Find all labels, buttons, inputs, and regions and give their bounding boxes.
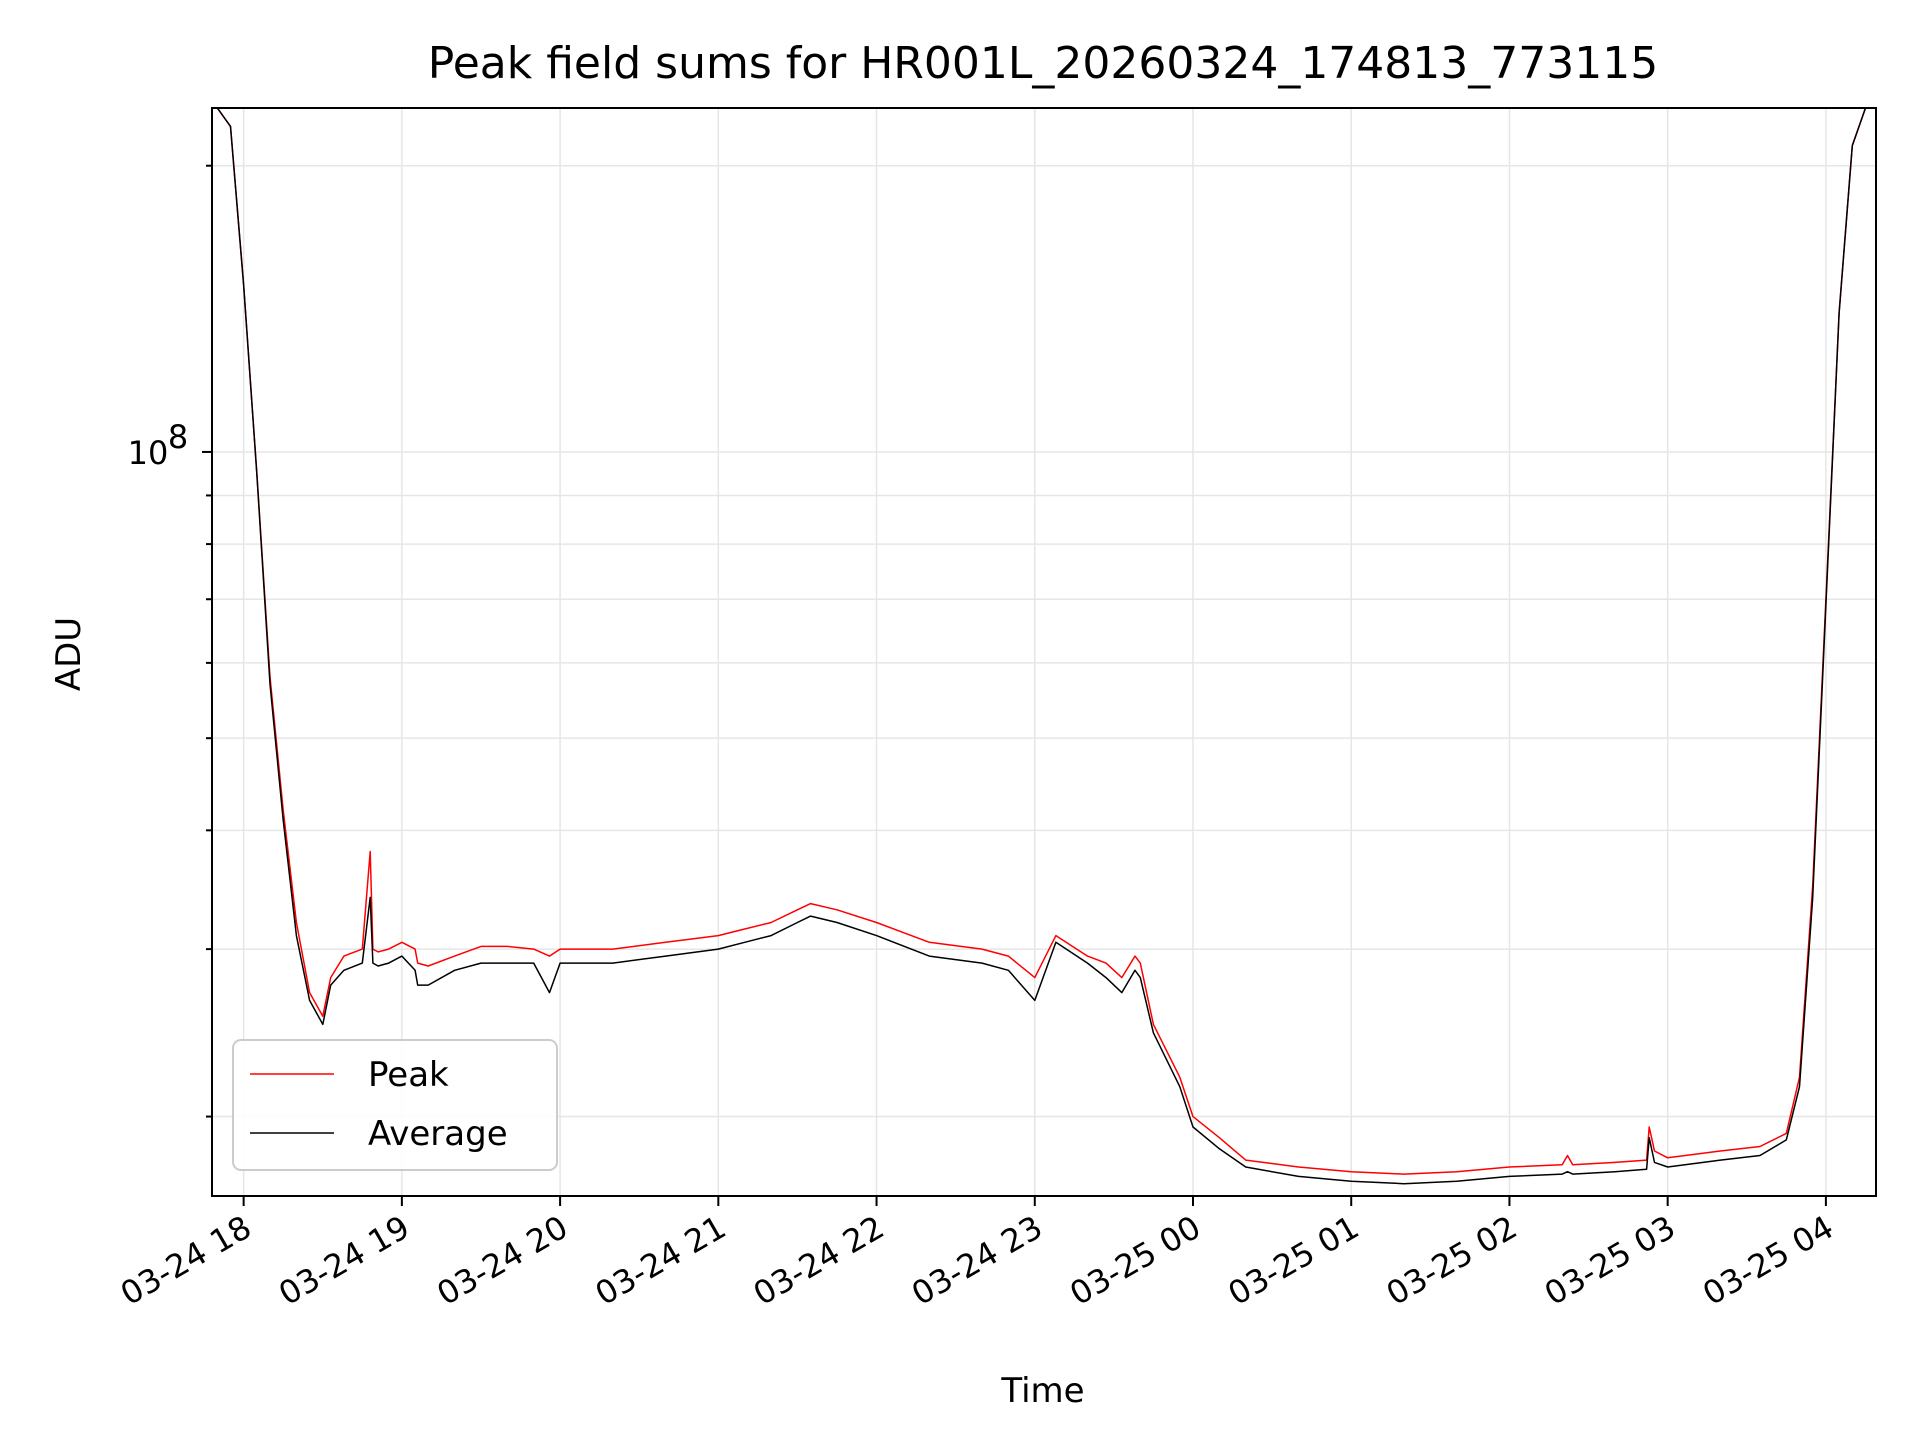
legend-label-peak: Peak (368, 1055, 449, 1095)
legend: Peak Average (232, 1039, 558, 1171)
y-tick-label: 10 (128, 434, 169, 472)
chart-title: Peak field sums for HR001L_20260324_1748… (428, 38, 1659, 89)
series-line-peak (216, 108, 1867, 1175)
y-axis: 10 8 (128, 164, 212, 1118)
legend-label-average: Average (368, 1114, 508, 1154)
series-layer (216, 108, 1867, 1185)
series-line-average (216, 108, 1867, 1185)
x-axis-label: Time (1000, 1371, 1084, 1411)
legend-box (232, 1039, 558, 1171)
plot-frame (211, 107, 1877, 1197)
y-axis-label: ADU (49, 617, 89, 691)
y-tick-label-exponent: 8 (168, 418, 188, 456)
